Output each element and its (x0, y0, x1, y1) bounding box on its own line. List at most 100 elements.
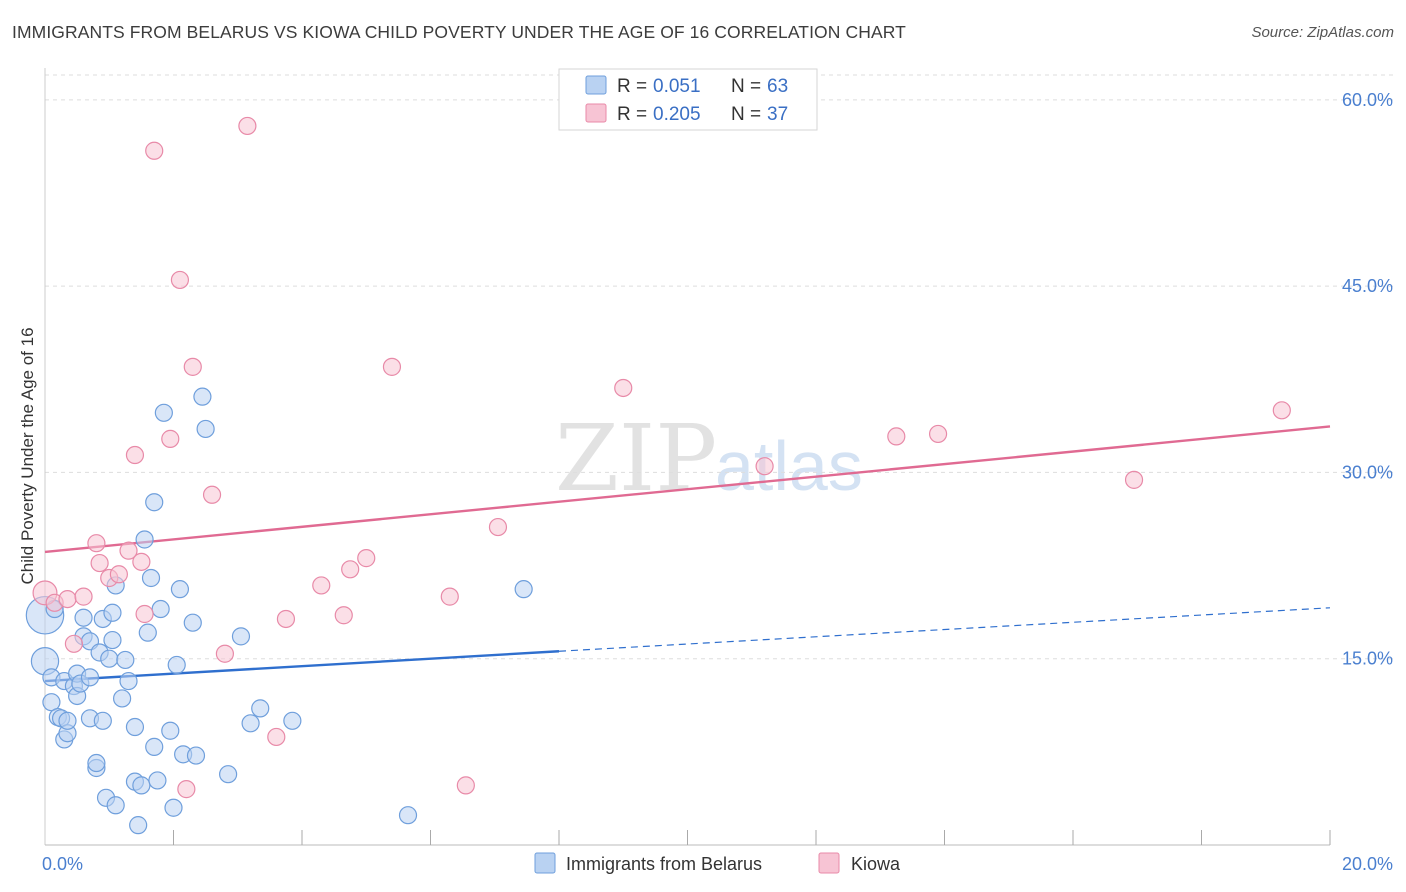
watermark-zip: ZIP (555, 405, 717, 512)
bottom-legend-swatch-belarus (534, 852, 556, 874)
legend-swatch-belarus (585, 75, 607, 95)
point-kiowa (614, 378, 633, 398)
legend-r-label-kiowa: R = (617, 104, 647, 125)
point-belarus (170, 580, 190, 599)
legend-r-label-belarus: R = (617, 76, 647, 97)
point-kiowa (177, 780, 196, 799)
point-belarus (116, 650, 135, 670)
point-kiowa (87, 534, 106, 553)
point-kiowa (90, 553, 109, 573)
y-tick-label: 15.0% (1342, 649, 1393, 669)
data-points (25, 116, 1291, 835)
point-belarus (164, 798, 183, 817)
point-belarus (58, 711, 77, 730)
point-belarus (193, 387, 212, 406)
point-belarus (135, 530, 154, 549)
point-kiowa (238, 116, 257, 136)
point-kiowa (64, 634, 84, 653)
point-belarus (93, 711, 112, 730)
point-kiowa (58, 589, 77, 609)
point-belarus (138, 623, 157, 642)
legend-r-value-kiowa: 0.205 (653, 104, 701, 125)
point-kiowa (1124, 470, 1144, 489)
point-kiowa (488, 517, 508, 537)
legend-n-label-kiowa: N = (731, 104, 761, 125)
watermark: ZIP atlas (555, 405, 863, 512)
point-belarus (87, 753, 106, 773)
tick-labels: 15.0% 30.0% 45.0% 60.0% 0.0% 20.0% (42, 90, 1393, 874)
point-belarus (151, 599, 170, 619)
grid (45, 74, 1395, 660)
point-kiowa (132, 552, 151, 571)
legend-n-value-kiowa: 37 (767, 104, 788, 125)
point-kiowa (183, 357, 202, 376)
point-belarus (251, 699, 270, 718)
bottom-legend: Immigrants from Belarus Kiowa (534, 852, 901, 874)
point-belarus (106, 796, 125, 815)
legend-swatch-kiowa (585, 103, 607, 123)
point-belarus (148, 771, 167, 790)
point-kiowa (887, 427, 906, 446)
source-label: Source: ZipAtlas.com (1251, 24, 1394, 41)
point-kiowa (382, 357, 402, 376)
point-belarus (129, 816, 148, 835)
point-belarus (241, 714, 260, 733)
point-kiowa (161, 429, 180, 448)
point-kiowa (119, 541, 138, 560)
y-tick-label: 30.0% (1342, 462, 1393, 482)
point-kiowa (267, 727, 286, 747)
point-belarus (80, 668, 100, 687)
point-kiowa (1272, 401, 1291, 420)
point-belarus (398, 806, 418, 825)
chart-title: IMMIGRANTS FROM BELARUS VS KIOWA CHILD P… (12, 22, 906, 42)
point-belarus (132, 776, 151, 795)
point-belarus (145, 737, 164, 756)
legend-r-value-belarus: 0.051 (653, 76, 701, 97)
bottom-legend-label-belarus: Immigrants from Belarus (566, 854, 762, 874)
point-kiowa (312, 576, 331, 595)
point-belarus (100, 649, 119, 668)
point-kiowa (125, 445, 145, 465)
point-belarus (186, 746, 206, 765)
point-belarus (125, 717, 145, 737)
point-belarus (154, 403, 173, 422)
y-tick-label: 45.0% (1342, 276, 1393, 296)
point-belarus (283, 711, 302, 730)
point-belarus (514, 580, 533, 599)
point-kiowa (440, 587, 459, 606)
legend-n-value-belarus: 63 (767, 76, 788, 97)
point-belarus (74, 608, 93, 627)
point-kiowa (170, 270, 190, 290)
point-kiowa (145, 141, 164, 160)
point-belarus (141, 568, 161, 588)
x-tick-label: 20.0% (1342, 854, 1393, 874)
point-belarus (161, 721, 180, 740)
trendline-kiowa (44, 425, 1331, 554)
y-axis-label: Child Poverty Under the Age of 16 (18, 327, 37, 584)
point-kiowa (334, 606, 353, 625)
point-kiowa (202, 485, 222, 504)
trendline-belarus-dashed (558, 607, 1331, 652)
point-belarus (219, 765, 238, 784)
point-belarus (167, 655, 186, 675)
point-belarus (183, 613, 202, 632)
y-tick-label: 60.0% (1342, 90, 1393, 110)
point-belarus (196, 419, 215, 439)
bottom-legend-label-kiowa: Kiowa (851, 854, 901, 874)
top-legend: R = 0.051 N = 63 R = 0.205 N = 37 (558, 68, 818, 131)
point-kiowa (341, 560, 360, 579)
point-kiowa (357, 549, 376, 568)
legend-n-label-belarus: N = (731, 76, 761, 97)
point-belarus (145, 493, 164, 512)
point-kiowa (276, 609, 296, 629)
point-belarus (103, 603, 122, 622)
point-belarus (112, 689, 132, 708)
x-tick-label: 0.0% (42, 854, 83, 874)
point-kiowa (109, 565, 128, 584)
point-kiowa (755, 457, 774, 476)
point-kiowa (215, 644, 234, 663)
point-belarus (103, 630, 122, 650)
point-kiowa (928, 424, 948, 444)
point-belarus (119, 671, 138, 691)
